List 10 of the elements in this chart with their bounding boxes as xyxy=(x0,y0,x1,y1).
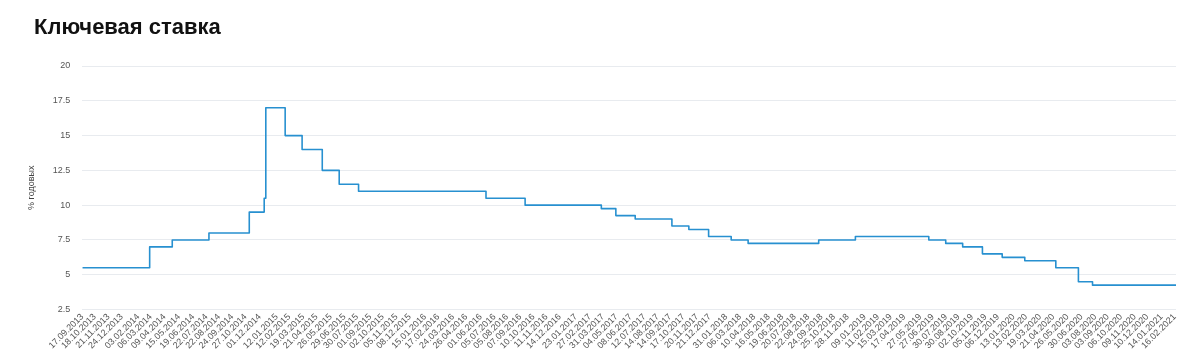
y-tick-label: 5 xyxy=(65,269,71,280)
chart-title: Ключевая ставка xyxy=(34,14,221,40)
y-tick-label: 10 xyxy=(60,199,71,210)
y-tick-label: 17.5 xyxy=(52,95,71,106)
y-tick-label: 7.5 xyxy=(57,234,71,245)
y-tick-label: 12.5 xyxy=(52,164,71,175)
y-tick-label: 2.5 xyxy=(57,304,71,314)
y-tick-label: 20 xyxy=(60,60,71,71)
y-axis-title: % годовых xyxy=(25,165,36,210)
y-tick-label: 15 xyxy=(60,130,71,141)
